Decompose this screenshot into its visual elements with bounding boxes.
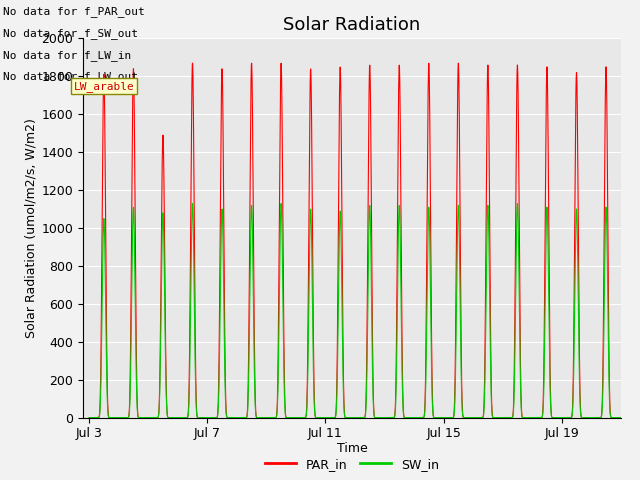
SW_in — [234, 415, 241, 420]
PAR_in — [199, 415, 207, 420]
SW_in — [566, 415, 574, 420]
PAR_in — [416, 415, 424, 420]
SW_in — [407, 415, 415, 420]
Text: No data for f_LW_in: No data for f_LW_in — [3, 49, 131, 60]
X-axis label: Time: Time — [337, 442, 367, 455]
SW_in — [199, 415, 207, 420]
SW_in — [85, 415, 93, 420]
PAR_in — [617, 415, 625, 420]
Line: PAR_in: PAR_in — [89, 63, 621, 418]
PAR_in — [407, 415, 415, 420]
Legend: PAR_in, SW_in: PAR_in, SW_in — [260, 453, 444, 476]
SW_in — [617, 415, 625, 420]
SW_in — [617, 415, 625, 420]
PAR_in — [566, 415, 574, 420]
PAR_in — [234, 415, 241, 420]
Text: No data for f_LW_out: No data for f_LW_out — [3, 71, 138, 82]
PAR_in — [189, 60, 196, 66]
Text: No data for f_SW_out: No data for f_SW_out — [3, 28, 138, 39]
Line: SW_in: SW_in — [89, 204, 621, 418]
SW_in — [416, 415, 424, 420]
Y-axis label: Solar Radiation (umol/m2/s, W/m2): Solar Radiation (umol/m2/s, W/m2) — [24, 118, 37, 338]
SW_in — [189, 201, 196, 206]
Title: Solar Radiation: Solar Radiation — [284, 16, 420, 34]
PAR_in — [617, 415, 625, 420]
PAR_in — [85, 415, 93, 420]
Text: LW_arable: LW_arable — [74, 81, 134, 92]
Text: No data for f_PAR_out: No data for f_PAR_out — [3, 6, 145, 17]
